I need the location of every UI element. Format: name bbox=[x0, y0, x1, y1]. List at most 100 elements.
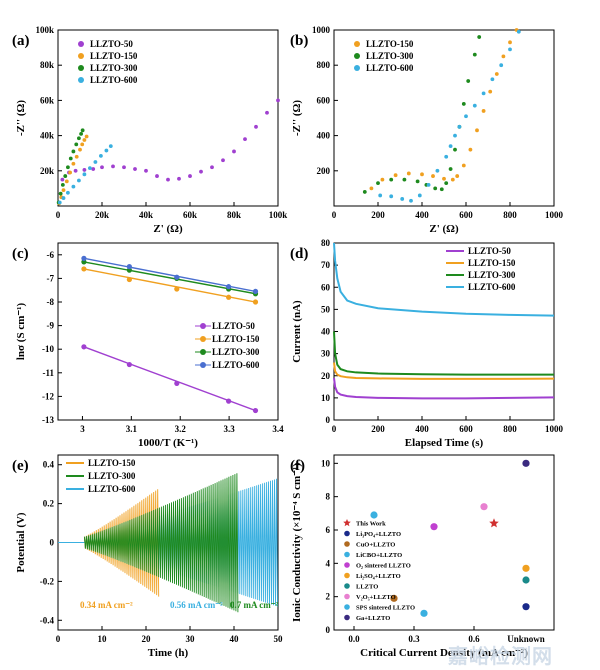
legend-marker bbox=[78, 77, 84, 83]
x-axis-label: 1000/T (K⁻¹) bbox=[138, 437, 198, 449]
data-point bbox=[276, 98, 280, 103]
x-tick-label: 0 bbox=[56, 210, 61, 220]
data-point bbox=[370, 511, 378, 519]
y-tick-label: 800 bbox=[317, 60, 331, 70]
legend-label: LLZTO-300 bbox=[90, 63, 138, 73]
ccd-annotation: 0.34 mA cm⁻² bbox=[80, 600, 133, 610]
y-tick-label: 100k bbox=[35, 25, 54, 35]
y-tick-label: 0 bbox=[326, 415, 331, 425]
x-tick-label: 0 bbox=[332, 210, 337, 220]
data-point bbox=[122, 165, 126, 170]
legend-marker bbox=[344, 530, 350, 537]
data-point bbox=[481, 91, 486, 96]
legend-marker bbox=[354, 65, 360, 71]
data-point bbox=[499, 63, 504, 68]
legend-marker bbox=[344, 541, 350, 547]
data-point bbox=[254, 124, 258, 129]
legend-marker bbox=[344, 593, 350, 600]
plot-frame bbox=[333, 29, 555, 207]
plot-frame bbox=[333, 242, 555, 421]
y-axis-label: Current (nA) bbox=[291, 300, 303, 363]
data-point bbox=[126, 361, 132, 368]
data-point bbox=[133, 167, 137, 171]
x-tick-label: 0.0 bbox=[348, 634, 360, 644]
y-tick-label: -11 bbox=[42, 368, 54, 378]
data-point bbox=[77, 136, 81, 141]
panel-b: 0 200 400 600 800 1000 200 400 600 800 1000 Z' (Ω) -… bbox=[290, 25, 564, 235]
panel-tag: (c) bbox=[12, 246, 29, 262]
x-tick-label: 60k bbox=[183, 210, 197, 220]
legend-label: This Work bbox=[356, 521, 386, 528]
legend-marker bbox=[78, 53, 84, 59]
data-point bbox=[108, 144, 113, 149]
data-point bbox=[455, 174, 460, 178]
x-tick-label: 20k bbox=[95, 210, 109, 220]
data-point bbox=[508, 47, 512, 52]
y-tick-label: 600 bbox=[317, 95, 331, 105]
y-tick-label: 0.4 bbox=[43, 460, 55, 470]
data-point bbox=[472, 103, 477, 108]
data-point bbox=[226, 294, 232, 300]
data-point bbox=[226, 284, 232, 290]
data-point bbox=[126, 264, 132, 270]
x-tick-label: 80k bbox=[227, 210, 241, 220]
x-tick-label: 400 bbox=[415, 210, 429, 220]
x-tick-label: 10 bbox=[98, 634, 108, 644]
y-tick-label: 6 bbox=[326, 525, 331, 535]
data-point bbox=[174, 380, 180, 387]
y-tick-label: 20 bbox=[321, 371, 331, 381]
legend-label: LLZTO-150 bbox=[88, 458, 136, 468]
legend-label: LLZTO-600 bbox=[88, 484, 136, 494]
y-tick-label: -8 bbox=[47, 297, 55, 307]
panel-c: 3 3.1 3.2 3.3 3.4 -13 -12 -11 -10 -9 -8 -7 -6 1000/T … bbox=[12, 242, 284, 449]
data-point bbox=[265, 110, 269, 115]
y-tick-label: 0 bbox=[50, 538, 55, 548]
x-axis-label: Time (h) bbox=[148, 647, 189, 659]
legend-marker bbox=[344, 604, 350, 610]
data-point bbox=[431, 174, 435, 178]
data-point bbox=[406, 171, 411, 176]
series-line bbox=[333, 362, 555, 380]
y-axis-label: Potential (V) bbox=[15, 512, 27, 573]
data-point bbox=[442, 176, 446, 181]
y-tick-label: 10 bbox=[321, 393, 331, 403]
data-point bbox=[252, 288, 259, 294]
data-point bbox=[82, 138, 87, 142]
y-tick-label: -13 bbox=[42, 415, 54, 425]
data-point bbox=[58, 191, 63, 196]
data-point bbox=[91, 167, 96, 171]
legend-marker bbox=[344, 572, 350, 579]
data-point bbox=[448, 144, 453, 149]
data-point bbox=[61, 196, 66, 200]
data-point bbox=[71, 149, 76, 154]
data-point bbox=[461, 102, 466, 106]
data-point bbox=[480, 503, 488, 511]
data-point bbox=[74, 142, 79, 147]
y-tick-label: -12 bbox=[42, 391, 54, 401]
panel-f: 0.0 0.3 0.6 0 2 4 6 8 10 Critical Current Density… bbox=[290, 454, 555, 659]
x-tick-label-unknown: Unknown bbox=[507, 634, 545, 644]
data-point bbox=[226, 398, 232, 404]
x-tick-label: 200 bbox=[371, 210, 385, 220]
data-point bbox=[430, 523, 438, 531]
data-point bbox=[378, 193, 383, 198]
y-tick-label: -10 bbox=[42, 344, 54, 354]
plot-frame bbox=[57, 242, 279, 421]
data-point bbox=[400, 197, 405, 201]
data-point bbox=[232, 149, 236, 154]
data-point bbox=[420, 609, 428, 617]
data-point bbox=[453, 133, 457, 138]
data-point bbox=[60, 182, 65, 187]
x-tick-label: 1000 bbox=[545, 210, 564, 220]
data-point bbox=[508, 40, 512, 45]
data-point bbox=[389, 194, 394, 199]
y-tick-label: 400 bbox=[317, 131, 331, 141]
y-tick-label: 10 bbox=[321, 458, 331, 468]
x-tick-label: 0 bbox=[56, 634, 61, 644]
data-point bbox=[60, 177, 65, 182]
x-axis-label: Z' (Ω) bbox=[429, 223, 459, 235]
data-point bbox=[177, 176, 181, 181]
y-tick-label: 80k bbox=[40, 60, 54, 70]
legend-label: LLZTO-50 bbox=[90, 39, 133, 49]
